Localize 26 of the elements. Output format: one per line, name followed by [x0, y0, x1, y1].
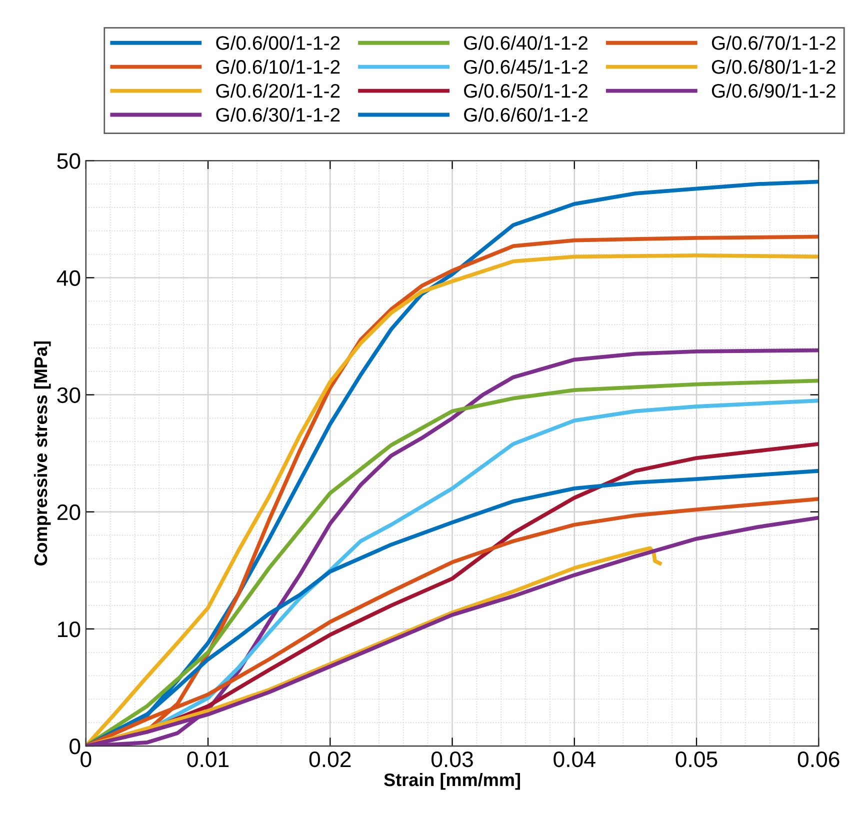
legend-label: G/0.6/50/1-1-2 — [464, 84, 588, 98]
x-tick-label: 0.03 — [432, 751, 473, 768]
x-tick-label: 0.02 — [309, 751, 351, 768]
x-tick-label: 0.06 — [798, 751, 840, 768]
x-tick-label: 0.04 — [554, 751, 596, 768]
x-tick-label: 0.01 — [187, 751, 229, 768]
y-axis-title: Compressive stress [MPa] — [34, 341, 51, 566]
legend-label: G/0.6/40/1-1-2 — [464, 36, 588, 50]
legend-label: G/0.6/80/1-1-2 — [712, 60, 836, 74]
legend-label: G/0.6/60/1-1-2 — [464, 107, 588, 122]
y-tick-label: 10 — [58, 621, 80, 638]
legend-label: G/0.6/30/1-1-2 — [216, 107, 340, 122]
y-tick-label: 20 — [57, 504, 80, 520]
y-tick-label: 40 — [56, 270, 80, 286]
legend-label: G/0.6/00/1-1-2 — [216, 36, 340, 50]
y-tick-label: 30 — [57, 387, 80, 404]
legend-label: G/0.6/90/1-1-2 — [712, 84, 836, 98]
y-tick-label: 50 — [57, 153, 80, 169]
x-axis-title: Strain [mm/mm] — [384, 772, 520, 790]
legend-label: G/0.6/70/1-1-2 — [712, 36, 836, 50]
x-tick-label: 0 — [80, 751, 92, 768]
legend-label: G/0.6/45/1-1-2 — [464, 60, 588, 74]
legend-label: G/0.6/20/1-1-2 — [216, 84, 340, 98]
y-tick-label: 0 — [70, 738, 80, 754]
x-tick-label: 0.05 — [676, 751, 718, 768]
legend-label: G/0.6/10/1-1-2 — [216, 60, 340, 74]
